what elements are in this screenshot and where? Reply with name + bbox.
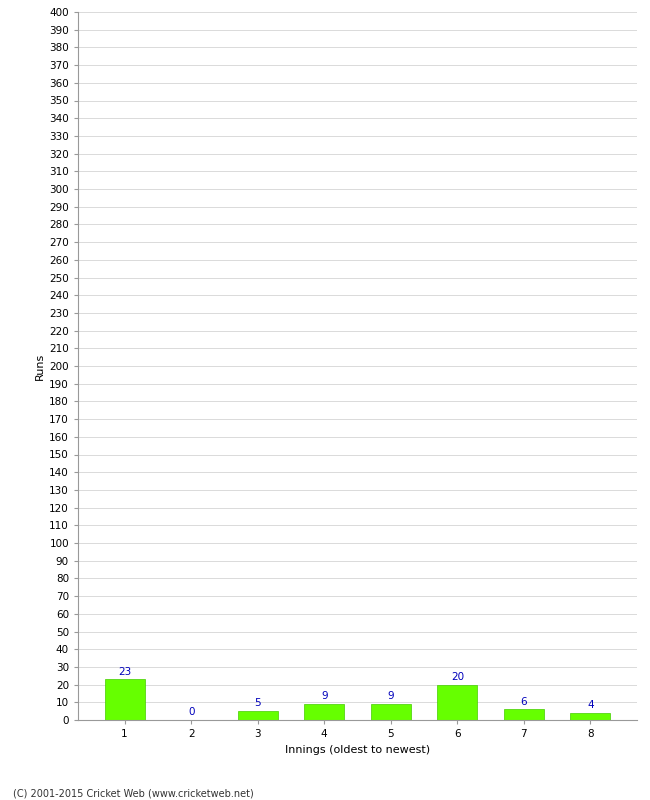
Text: 4: 4 bbox=[587, 700, 593, 710]
Y-axis label: Runs: Runs bbox=[35, 352, 45, 380]
Text: 6: 6 bbox=[521, 697, 527, 706]
Bar bbox=[238, 711, 278, 720]
Bar bbox=[504, 710, 544, 720]
X-axis label: Innings (oldest to newest): Innings (oldest to newest) bbox=[285, 745, 430, 754]
Bar bbox=[370, 704, 411, 720]
Bar bbox=[304, 704, 345, 720]
Text: 5: 5 bbox=[254, 698, 261, 709]
Bar bbox=[437, 685, 477, 720]
Text: (C) 2001-2015 Cricket Web (www.cricketweb.net): (C) 2001-2015 Cricket Web (www.cricketwe… bbox=[13, 788, 254, 798]
Text: 9: 9 bbox=[321, 691, 328, 702]
Text: 0: 0 bbox=[188, 707, 194, 718]
Text: 20: 20 bbox=[450, 672, 464, 682]
Bar bbox=[571, 713, 610, 720]
Text: 23: 23 bbox=[118, 666, 131, 677]
Bar bbox=[105, 679, 144, 720]
Text: 9: 9 bbox=[387, 691, 394, 702]
